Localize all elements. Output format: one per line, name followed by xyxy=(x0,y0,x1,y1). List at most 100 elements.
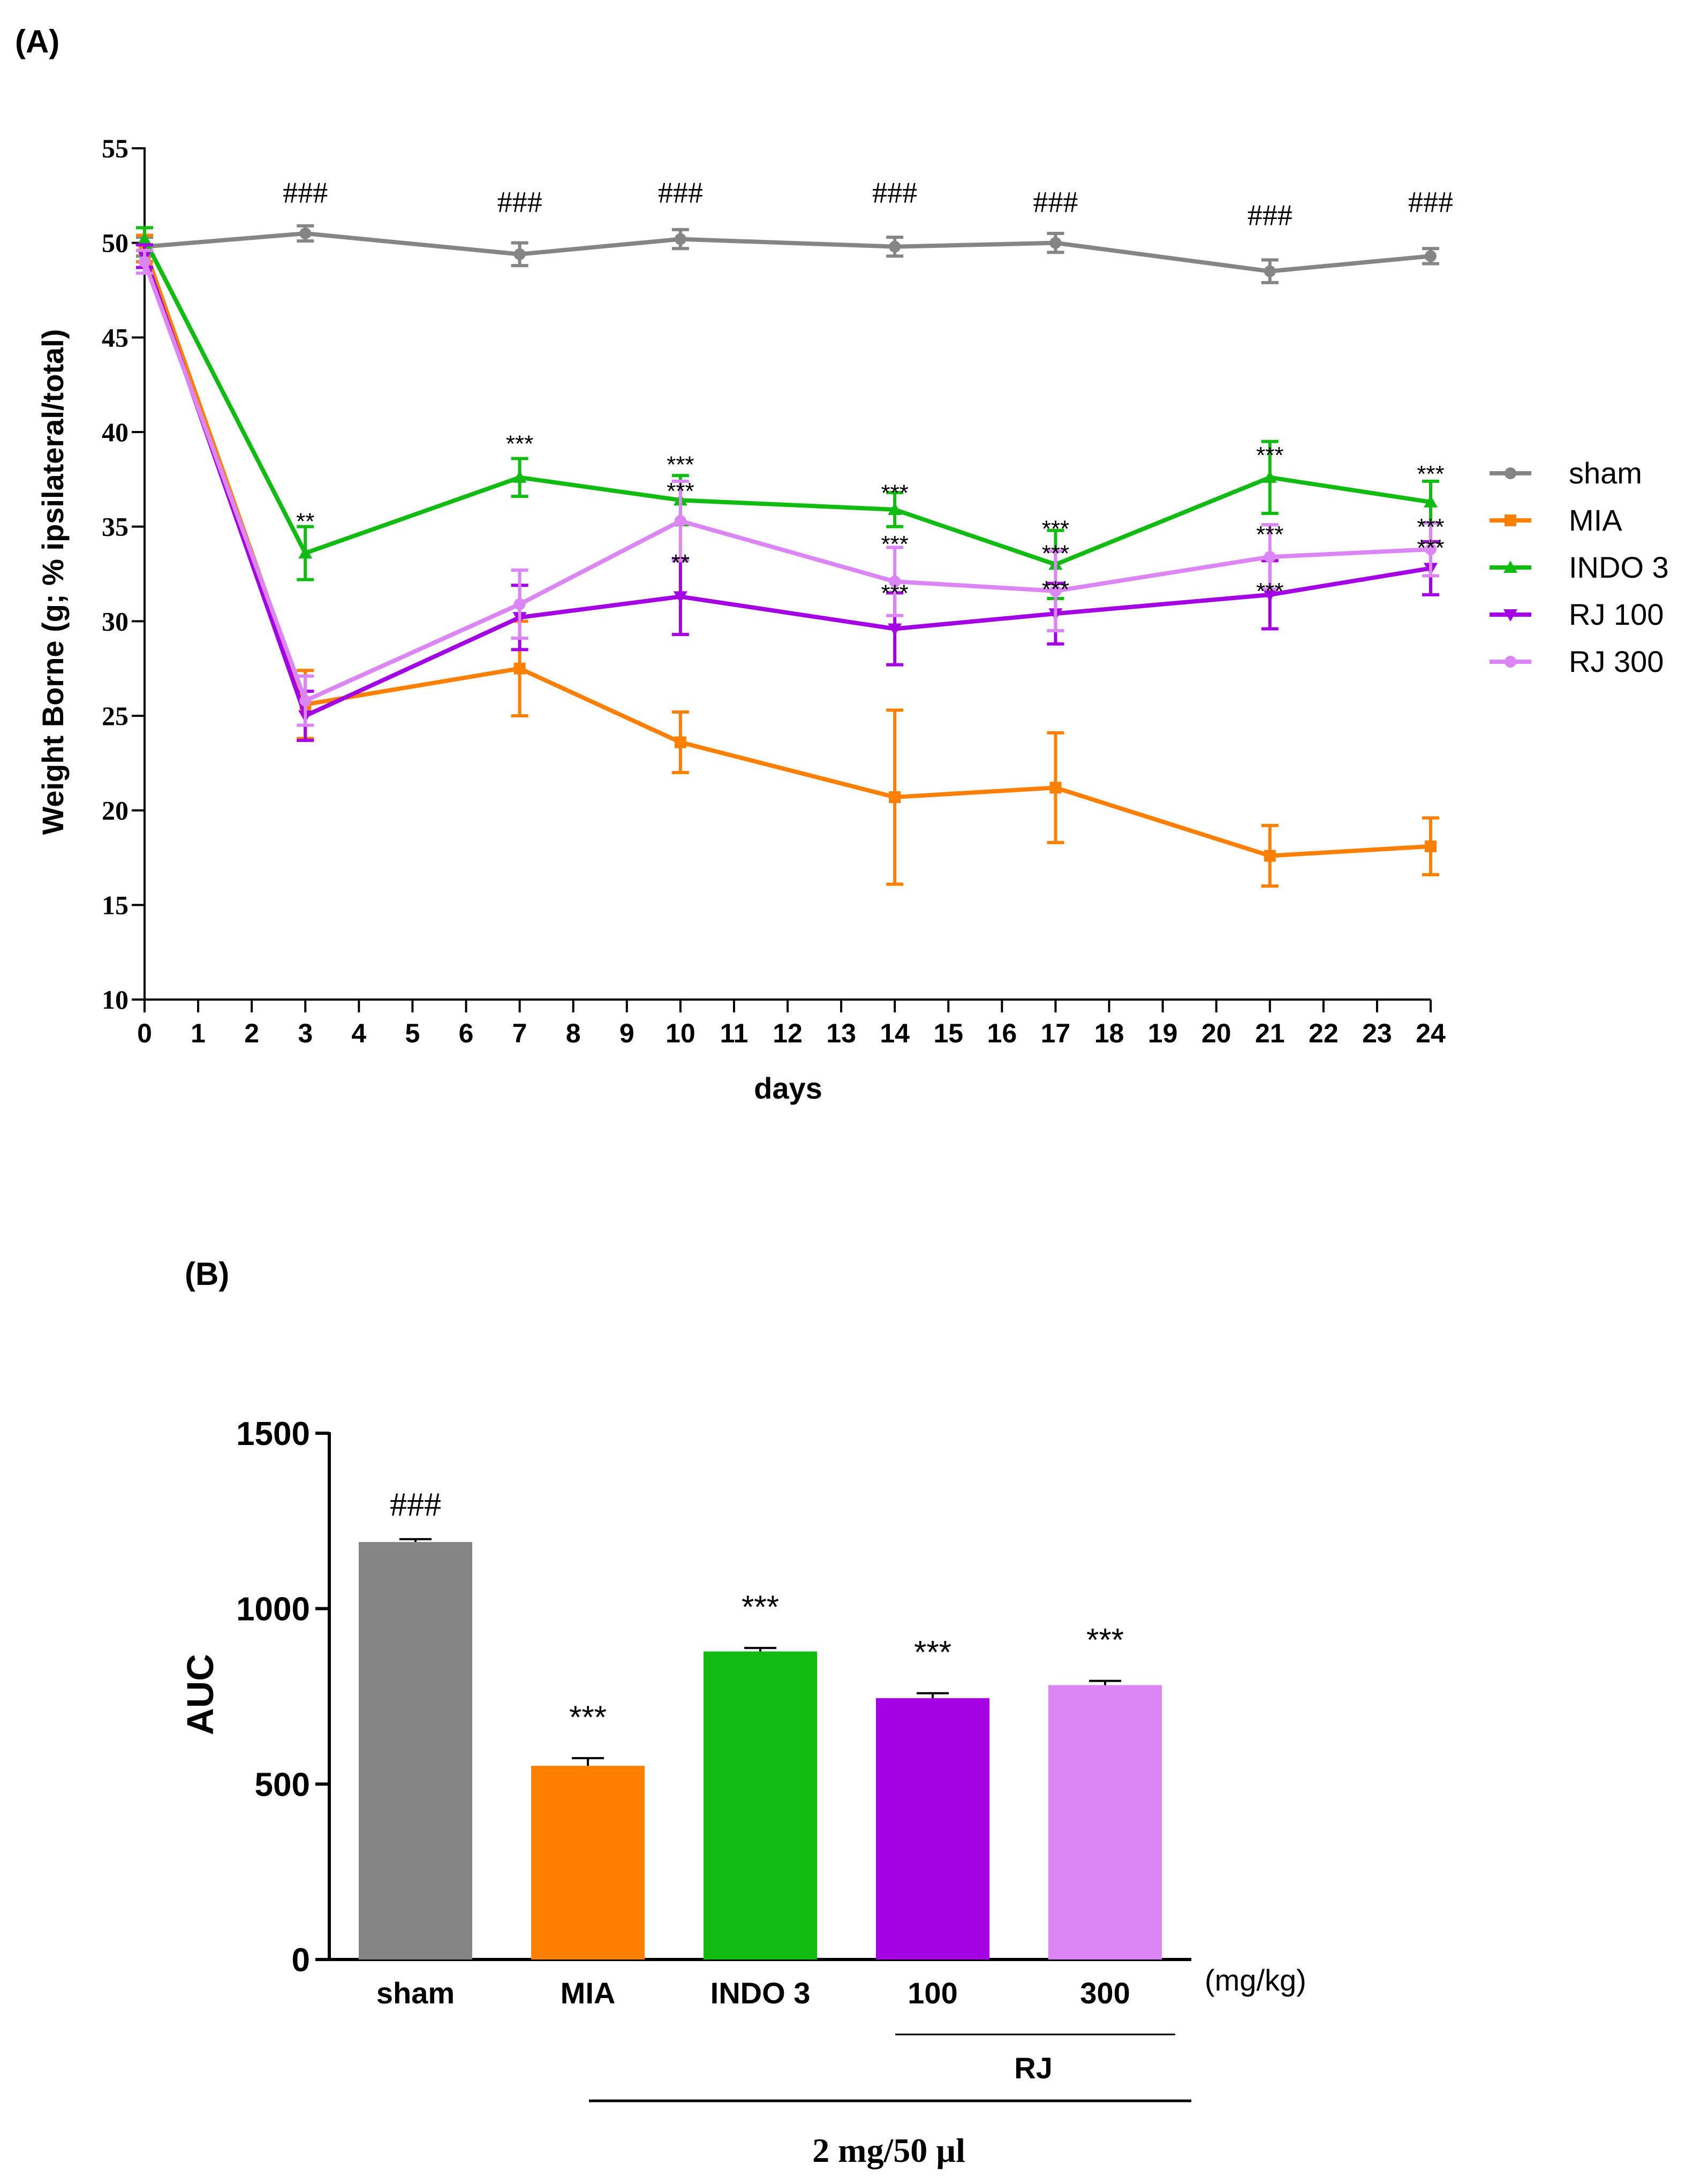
x-tick-label-a: 9 xyxy=(619,1018,634,1048)
data-point xyxy=(1049,237,1062,249)
x-tick-label-a: 0 xyxy=(137,1018,152,1048)
series-rj-100 xyxy=(136,243,1439,742)
data-point xyxy=(1425,543,1437,556)
y-tick-label-a: 35 xyxy=(102,512,129,542)
significance-stars: *** xyxy=(1417,461,1444,487)
legend-item-rj-300: RJ 300 xyxy=(1490,645,1664,678)
treatment-label: 2 mg/50 µl xyxy=(812,2131,965,2169)
data-point xyxy=(299,228,312,239)
data-point xyxy=(889,576,901,588)
bar-category-label: MIA xyxy=(561,1976,616,2010)
x-tick-label-a: 5 xyxy=(405,1018,420,1048)
data-point xyxy=(888,623,902,636)
legend-label: RJ 100 xyxy=(1569,597,1664,631)
bar-significance: ### xyxy=(390,1485,441,1523)
legend-marker xyxy=(1505,515,1516,526)
bar-group-mia: *** MIA xyxy=(531,1699,645,2010)
significance-stars: *** xyxy=(506,431,533,457)
significance-stars: ** xyxy=(296,508,314,534)
significance-stars: *** xyxy=(1256,578,1283,604)
data-point xyxy=(513,598,526,610)
legend-marker xyxy=(1503,561,1517,573)
data-point xyxy=(1425,840,1437,852)
data-point xyxy=(889,791,901,803)
significance-stars: *** xyxy=(1256,442,1283,468)
data-point xyxy=(513,662,526,675)
x-tick-label-a: 23 xyxy=(1362,1018,1392,1048)
bar-chart-bars: ### sham *** MIA *** INDO 3 *** 100 *** 300 xyxy=(359,1485,1162,2010)
bar-category-label: 100 xyxy=(908,1976,957,2010)
legend-item-mia: MIA xyxy=(1490,503,1622,537)
significance-stars: *** xyxy=(881,531,908,557)
series-line-sham xyxy=(144,231,1431,274)
data-point xyxy=(299,694,312,707)
legend: sham MIA INDO 3 RJ 100 RJ 300 xyxy=(1490,456,1669,678)
y-tick-label-a: 20 xyxy=(102,796,129,826)
data-point xyxy=(674,736,686,748)
significance-stars: *** xyxy=(881,580,908,607)
y-tick-label-a: 30 xyxy=(102,606,129,636)
data-point xyxy=(674,233,686,245)
significance-stars: *** xyxy=(1042,541,1069,567)
data-point xyxy=(673,591,687,604)
series-line-rj-100 xyxy=(142,255,1431,718)
x-tick-label-a: 13 xyxy=(826,1018,856,1048)
data-point xyxy=(139,256,150,268)
data-point xyxy=(674,515,686,527)
y-tick-label-a: 55 xyxy=(102,133,129,163)
x-tick-label-a: 18 xyxy=(1094,1018,1124,1048)
data-point xyxy=(513,248,526,260)
significance-stars: *** xyxy=(1256,521,1283,548)
x-tick-label-a: 7 xyxy=(512,1018,527,1048)
significance-hash: ### xyxy=(283,176,328,209)
significance-hash: ### xyxy=(497,186,542,219)
series-line-indo-3 xyxy=(142,238,1431,567)
significance-stars: *** xyxy=(667,451,694,478)
data-point xyxy=(1049,585,1062,597)
legend-label: RJ 300 xyxy=(1569,645,1664,678)
bar-significance: *** xyxy=(1086,1622,1124,1658)
x-tick-label-a: 8 xyxy=(566,1018,581,1048)
x-tick-label-a: 15 xyxy=(933,1018,963,1048)
y-tick-label-a: 45 xyxy=(102,322,129,352)
data-point xyxy=(1424,495,1438,508)
legend-marker xyxy=(1503,609,1517,622)
series-sham xyxy=(136,224,1439,284)
data-point xyxy=(1264,551,1276,563)
significance-hash: ### xyxy=(1033,186,1078,219)
legend-item-rj-100: RJ 100 xyxy=(1490,597,1664,631)
data-point xyxy=(1049,782,1062,794)
data-point xyxy=(888,502,902,515)
bar-category-label: INDO 3 xyxy=(711,1976,811,2010)
significance-hash: ### xyxy=(1248,199,1293,232)
bar-significance: *** xyxy=(742,1589,779,1625)
x-tick-label-a: 24 xyxy=(1416,1018,1446,1048)
x-tick-label-a: 21 xyxy=(1255,1018,1285,1048)
x-tick-label-a: 6 xyxy=(459,1018,474,1048)
x-tick-label-a: 16 xyxy=(987,1018,1017,1048)
legend-label: MIA xyxy=(1569,503,1622,537)
y-tick-label-a: 25 xyxy=(102,701,129,731)
x-tick-label-a: 19 xyxy=(1148,1018,1178,1048)
bar xyxy=(704,1651,817,1959)
bar-category-label: sham xyxy=(376,1976,455,2010)
y-tick-label-a: 15 xyxy=(102,890,129,920)
series-indo-3 xyxy=(136,226,1439,600)
legend-marker xyxy=(1505,467,1516,479)
bar xyxy=(1048,1685,1162,1959)
x-tick-label-a: 4 xyxy=(351,1018,366,1048)
significance-stars: ** xyxy=(671,550,690,576)
rj-group-label: RJ xyxy=(1014,2051,1053,2085)
x-tick-label-a: 3 xyxy=(298,1018,313,1048)
data-point xyxy=(512,470,527,483)
data-point xyxy=(1263,470,1277,483)
significance-hash: ### xyxy=(1408,186,1453,219)
significance-stars: *** xyxy=(1417,535,1444,561)
x-tick-label-a: 20 xyxy=(1201,1018,1231,1048)
y-tick-label-b: 1000 xyxy=(236,1591,310,1628)
significance-stars: *** xyxy=(1042,577,1069,603)
x-tick-label-a: 10 xyxy=(666,1018,696,1048)
